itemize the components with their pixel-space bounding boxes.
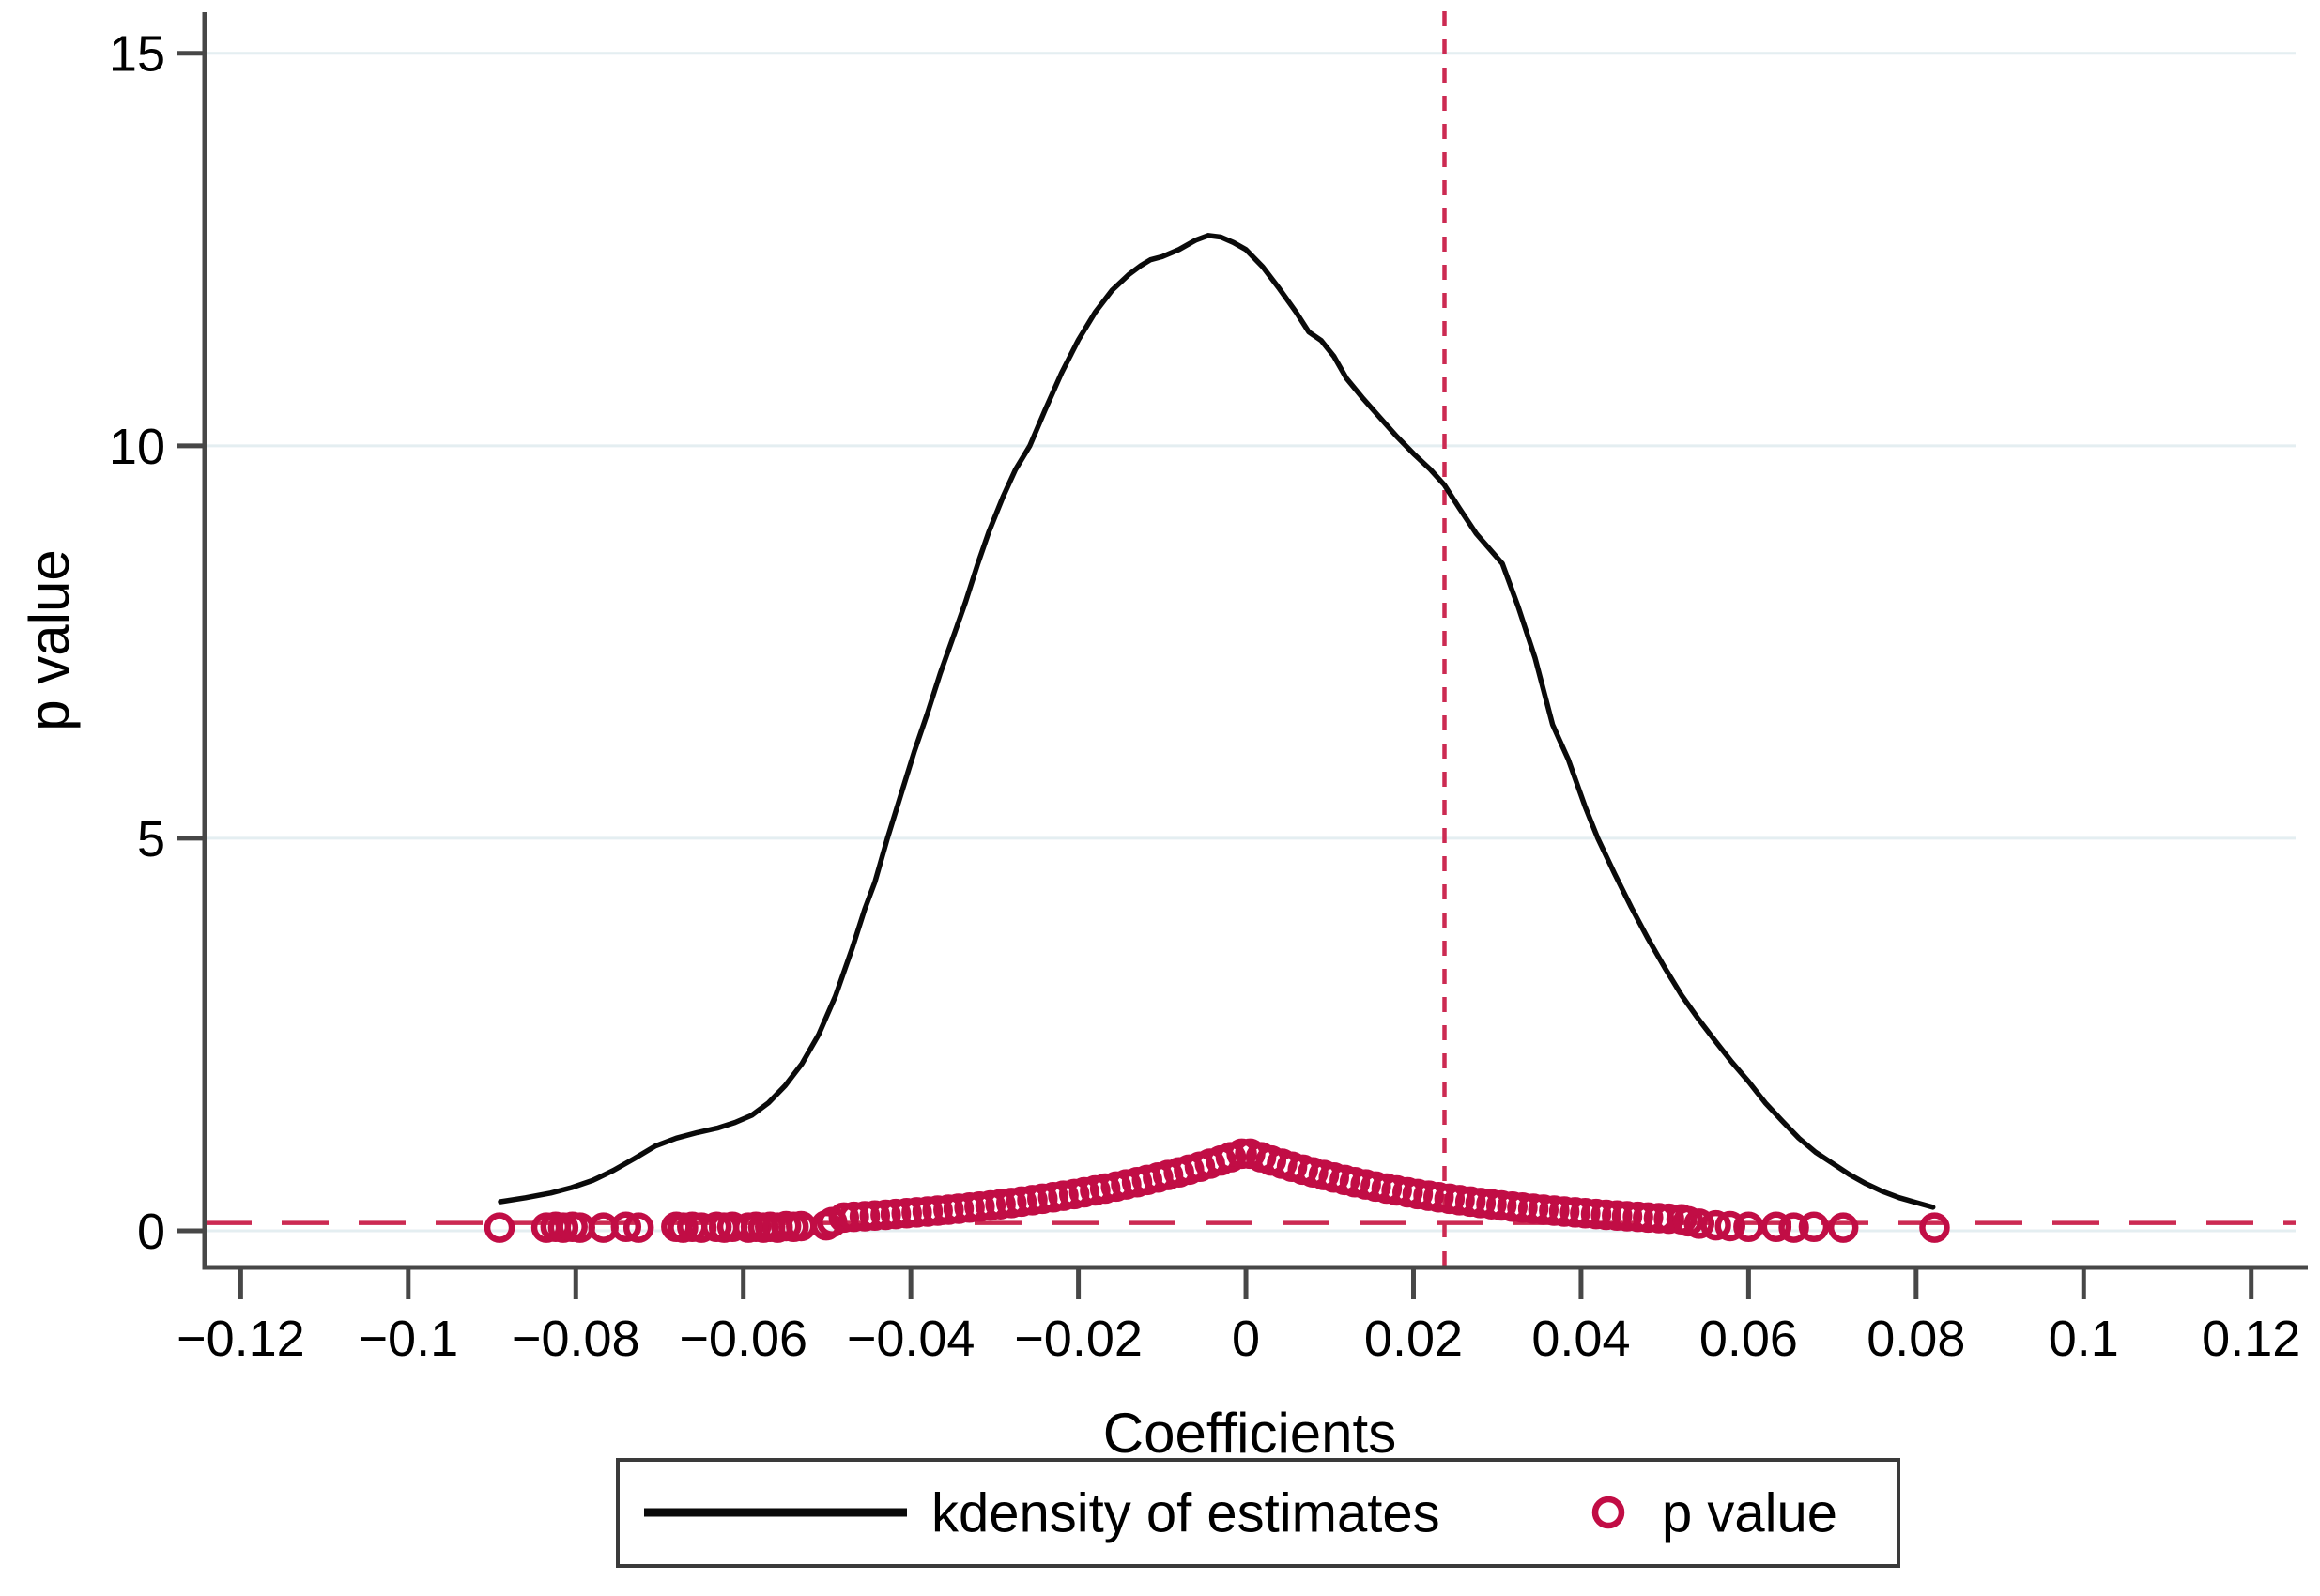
p-value-marker [1444, 1185, 1475, 1216]
legend-label-pvalue: p value [1662, 1482, 1837, 1543]
p-value-marker [622, 1212, 654, 1243]
x-tick-label: 0.12 [2202, 1311, 2300, 1367]
p-value-marker [943, 1193, 975, 1224]
p-value-marker [610, 1211, 642, 1243]
p-value-marker [922, 1195, 953, 1226]
p-value-marker [1778, 1212, 1809, 1243]
legend-circle-swatch [1591, 1496, 1625, 1529]
x-tick-label: 0.1 [2049, 1311, 2119, 1367]
x-tick-label: 0 [1232, 1311, 1260, 1367]
p-value-marker [1683, 1208, 1714, 1239]
p-value-marker [484, 1212, 515, 1243]
x-tick-label: 0.02 [1364, 1311, 1463, 1367]
p-value-marker [1760, 1211, 1792, 1243]
x-tick-label: 0.06 [1699, 1311, 1798, 1367]
y-tick-label: 5 [137, 811, 165, 867]
p-value-marker [1827, 1212, 1859, 1243]
p-value-marker [1633, 1202, 1664, 1234]
legend: kdensity of estimates p value [616, 1458, 1900, 1568]
p-value-marker [1590, 1199, 1621, 1231]
x-tick-label: −0.1 [359, 1311, 459, 1367]
p-value-marker [1528, 1194, 1559, 1225]
p-value-marker [985, 1189, 1016, 1220]
p-value-marker [901, 1197, 932, 1228]
p-value-marker [849, 1201, 881, 1232]
p-value-marker [1622, 1201, 1653, 1233]
y-axis-title: p value [18, 549, 81, 730]
p-value-marker [1507, 1192, 1538, 1223]
kdensity-curve [498, 233, 1936, 1210]
p-value-marker [1611, 1201, 1643, 1232]
p-value-marker [1602, 1200, 1633, 1231]
x-tick-label: −0.06 [679, 1311, 807, 1367]
p-value-marker [838, 1201, 869, 1233]
x-axis-title: Coefficients [1103, 1402, 1396, 1465]
p-value-marker [1548, 1196, 1580, 1227]
x-tick-label: 0.08 [1867, 1311, 1965, 1367]
legend-label-kdensity: kdensity of estimates [931, 1482, 1440, 1543]
p-value-marker [1465, 1188, 1497, 1219]
plot-area: 0 5 10 15 −0.12 −0.1 −0.08 −0.06 −0.04 −0.02 0 0.02… [109, 11, 2308, 1367]
p-value-marker [1714, 1210, 1745, 1242]
x-tick-label: −0.04 [847, 1311, 976, 1367]
y-tick-label: 15 [109, 26, 165, 83]
p-value-marker [1700, 1209, 1731, 1241]
p-value-marker [1653, 1203, 1684, 1235]
y-tick-label: 0 [137, 1204, 165, 1260]
p-value-marker [880, 1198, 912, 1230]
p-value-marker [964, 1190, 995, 1222]
y-tick-label: 10 [109, 419, 165, 475]
p-value-marker [1733, 1211, 1764, 1243]
x-tick-label: −0.12 [177, 1311, 305, 1367]
p-value-marker [859, 1200, 891, 1231]
x-tick-label: −0.08 [512, 1311, 640, 1367]
x-tick-label: −0.02 [1014, 1311, 1143, 1367]
p-value-marker [1570, 1198, 1601, 1229]
p-value-marker [1798, 1211, 1830, 1243]
p-value-marker [828, 1202, 860, 1234]
p-value-marker [1485, 1189, 1517, 1221]
p-value-marker [1919, 1212, 1950, 1243]
x-tick-label: 0.04 [1531, 1311, 1630, 1367]
